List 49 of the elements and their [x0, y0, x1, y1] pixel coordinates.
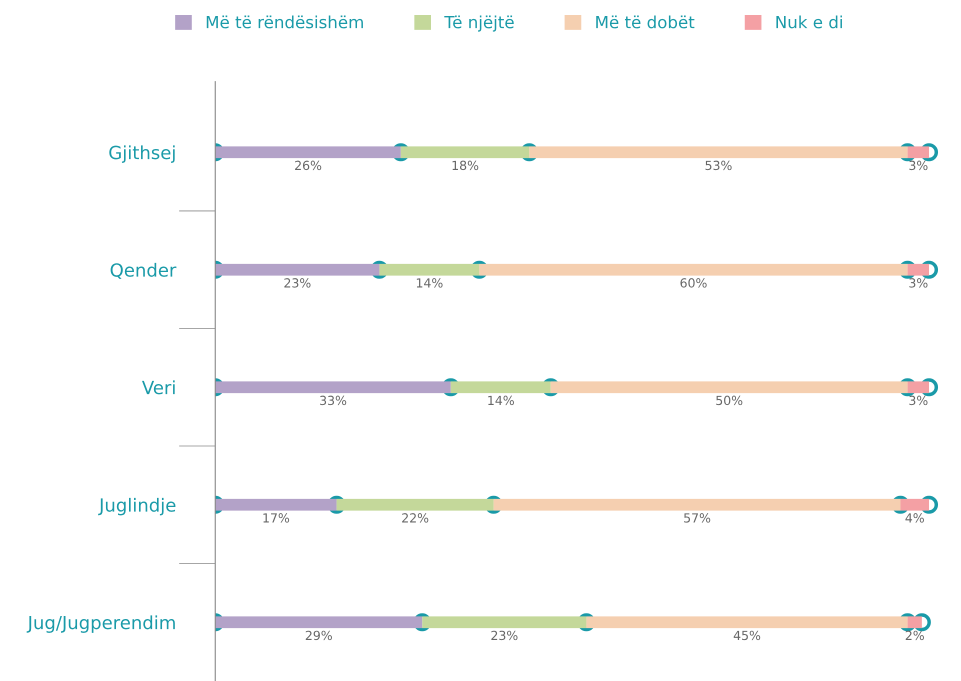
- bar: [550, 381, 908, 394]
- bar: [529, 146, 908, 158]
- y-tick-label: Jug/Jugperendim: [26, 615, 175, 633]
- bar: [586, 616, 908, 628]
- bar: [400, 146, 530, 158]
- data-label: 3%: [909, 396, 928, 406]
- legend-label: Të njëjtë: [444, 16, 514, 32]
- bar: [215, 498, 337, 511]
- data-label: 4%: [905, 513, 924, 523]
- bar: [900, 498, 930, 511]
- bar: [908, 616, 922, 628]
- data-label: 14%: [416, 278, 443, 288]
- data-label: 29%: [306, 630, 332, 640]
- data-label: 33%: [320, 396, 346, 406]
- bar: [450, 381, 551, 394]
- bar: [908, 146, 930, 158]
- bar: [215, 616, 422, 628]
- data-label: 22%: [402, 513, 428, 523]
- legend-label: Më të dobët: [596, 16, 694, 28]
- data-label: 14%: [488, 396, 514, 406]
- data-label: 2%: [906, 630, 924, 640]
- data-label: 50%: [716, 396, 742, 406]
- bar: [215, 146, 401, 158]
- legend-label: Nuk e di: [776, 16, 842, 28]
- data-label: 17%: [263, 513, 290, 523]
- bar: [908, 381, 930, 394]
- y-tick-label: Juglindje: [98, 498, 176, 516]
- data-label: 3%: [909, 160, 928, 170]
- bar: [215, 264, 380, 276]
- bar: [479, 264, 908, 276]
- data-label: 23%: [284, 278, 311, 288]
- y-tick-label: Qender: [110, 262, 176, 279]
- y-tick-label: Veri: [142, 380, 175, 394]
- data-label: 23%: [491, 630, 518, 640]
- data-label: 3%: [909, 278, 928, 288]
- bar: [379, 264, 480, 276]
- data-label: 53%: [706, 160, 732, 170]
- data-label: 26%: [295, 160, 322, 170]
- legend-label: Më të rëndësishëm: [206, 16, 363, 28]
- data-label: 60%: [680, 278, 707, 288]
- y-tick-label: Gjithsej: [109, 145, 175, 163]
- bar: [336, 498, 494, 511]
- bar: [494, 498, 900, 511]
- data-label: 18%: [452, 160, 478, 170]
- bar: [215, 381, 451, 394]
- bar: [908, 264, 930, 276]
- data-label: 57%: [684, 513, 710, 523]
- data-label: 45%: [734, 630, 760, 640]
- bar: [422, 616, 586, 628]
